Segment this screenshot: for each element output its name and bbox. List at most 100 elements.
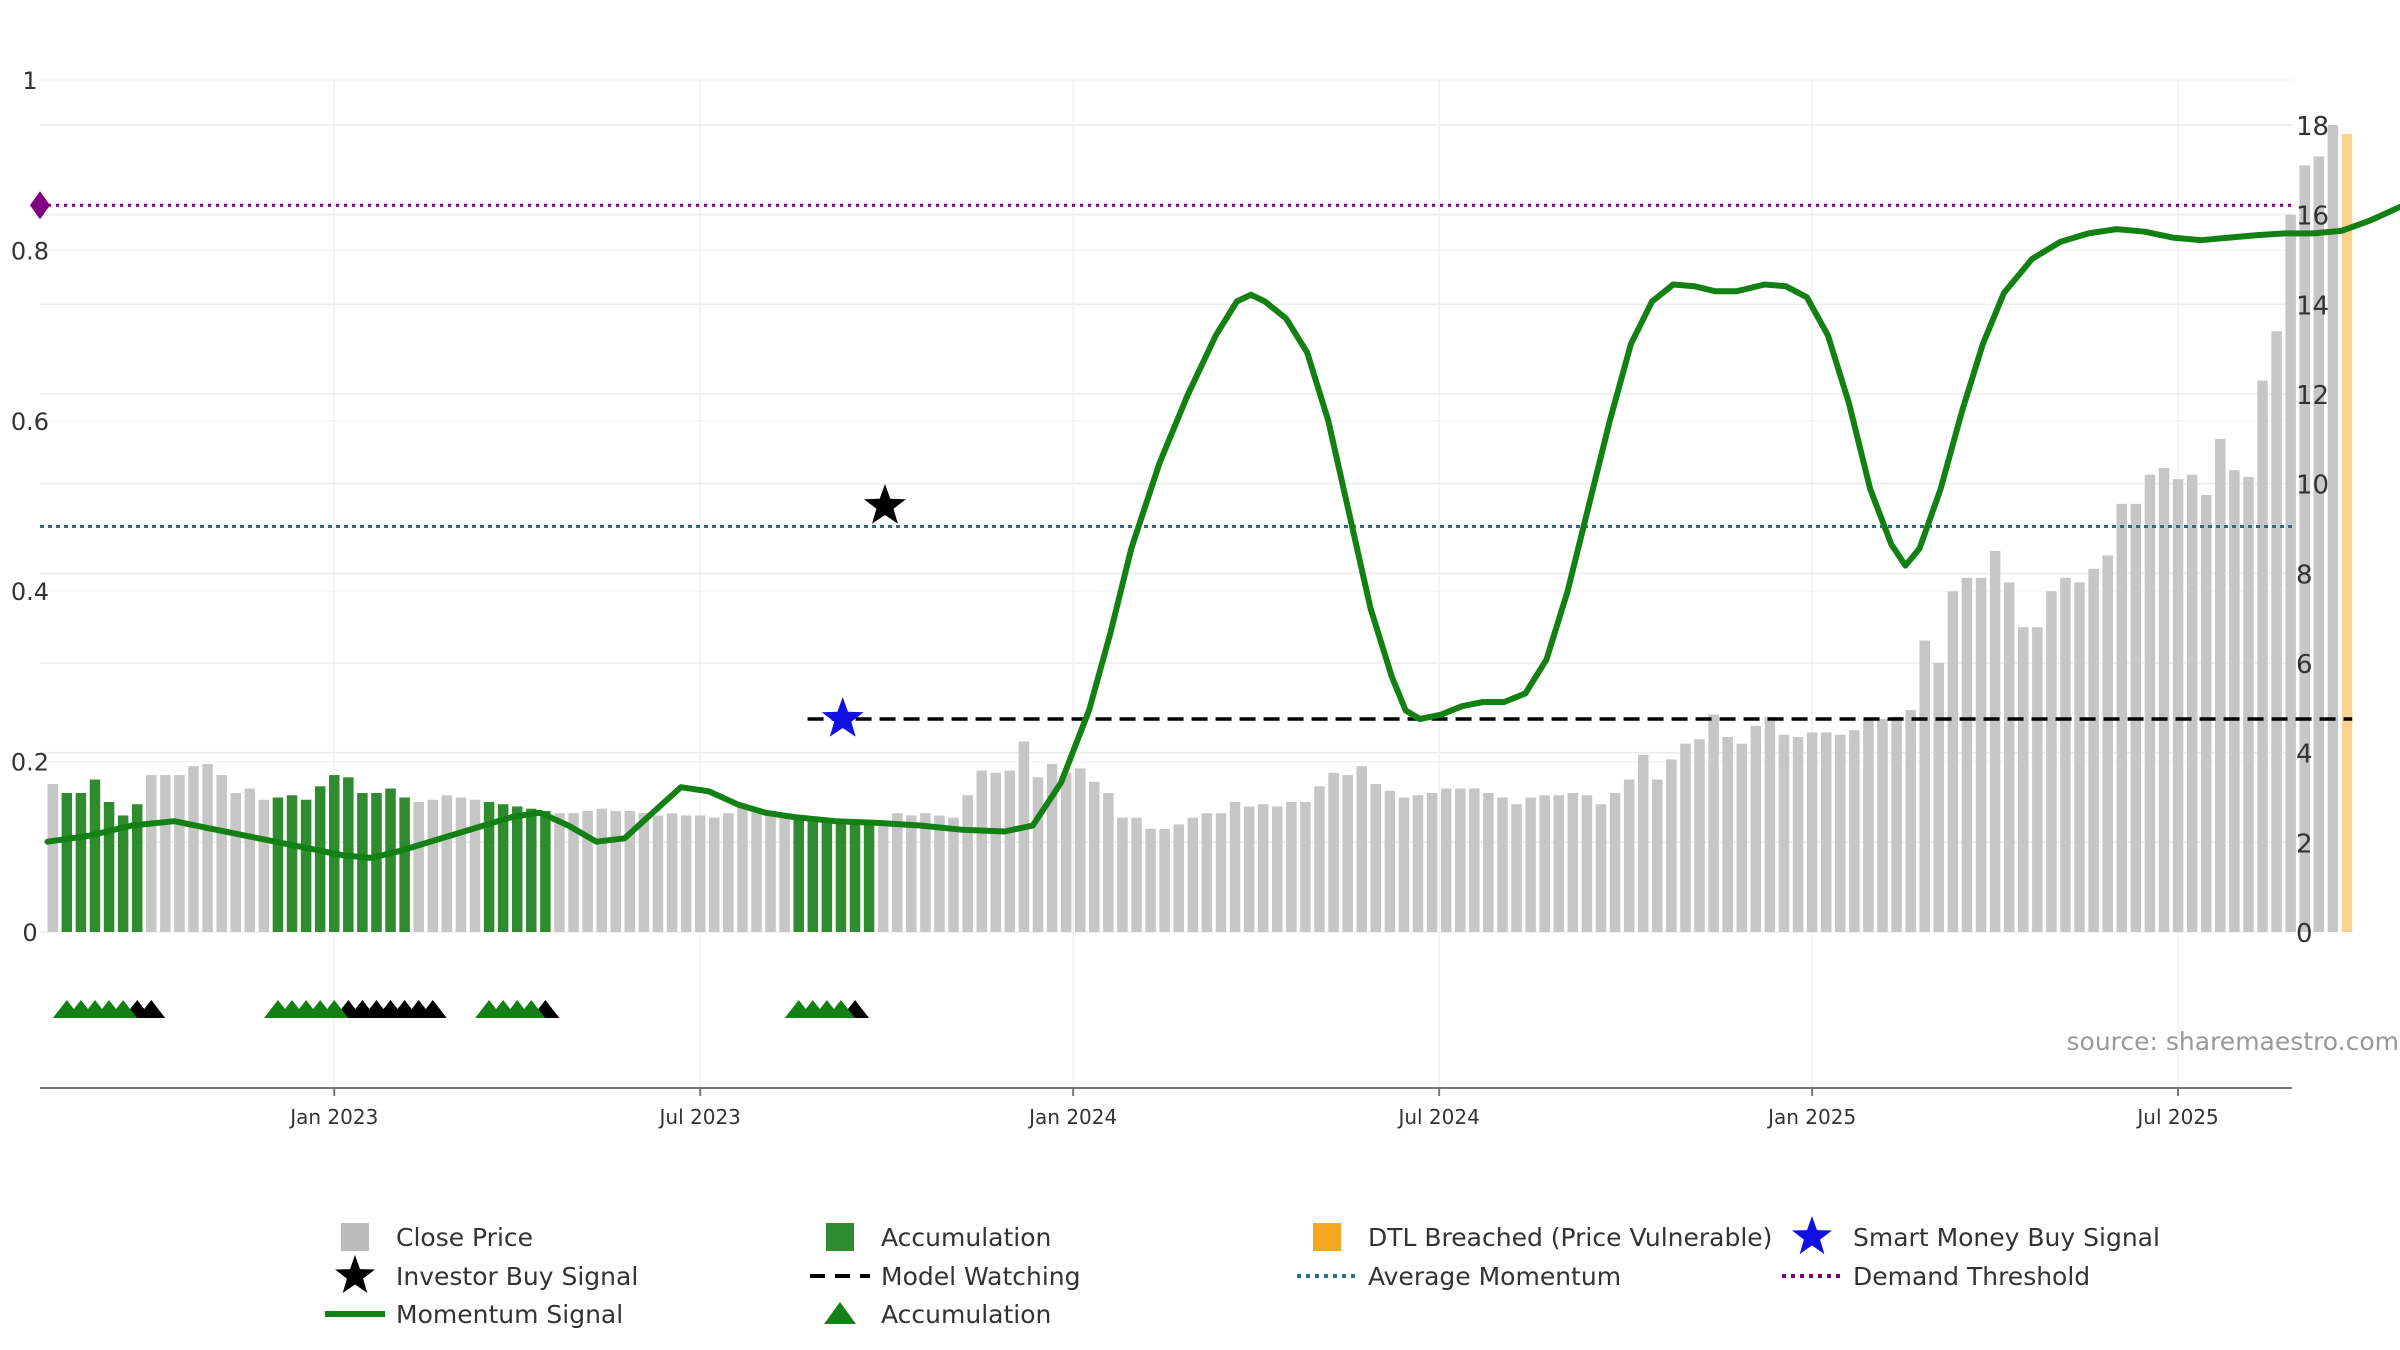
x-tick-label-3: Jul 2024: [1396, 1105, 1479, 1129]
price-bar-36: [554, 813, 565, 932]
x-tick-label-2: Jan 2024: [1027, 1105, 1117, 1129]
accumulation-bar-3: [89, 779, 101, 932]
price-bar-128: [1849, 730, 1860, 932]
price-bar-11: [202, 763, 213, 932]
price-bar-75: [1103, 793, 1114, 932]
price-bar-46: [694, 815, 706, 932]
price-bar-81: [1187, 817, 1199, 932]
price-bar-80: [1173, 824, 1184, 932]
right-axis-tick-6: 12: [2296, 381, 2329, 411]
legend-symbol-0: [341, 1223, 369, 1251]
price-bar-28: [441, 795, 453, 932]
price-bar-65: [962, 795, 973, 932]
legend-label-6: Average Momentum: [1368, 1262, 1621, 1291]
price-bar-9: [174, 775, 185, 932]
price-bar-132: [1905, 710, 1916, 932]
price-bar-10: [188, 766, 199, 932]
legend-label-7: Demand Threshold: [1853, 1262, 2090, 1291]
legend-symbol-1: [826, 1223, 854, 1251]
price-bar-110: [1595, 804, 1607, 932]
price-bar-152: [2186, 474, 2198, 932]
accumulation-bar-33: [511, 806, 523, 932]
price-bar-92: [1342, 775, 1353, 932]
source-label: source: sharemaestro.com: [2067, 1027, 2400, 1056]
price-bar-87: [1272, 806, 1283, 932]
price-bar-15: [258, 799, 270, 932]
price-bar-158: [2271, 331, 2282, 932]
price-bar-45: [680, 815, 692, 932]
price-bar-7: [146, 775, 157, 932]
price-bar-0: [47, 784, 58, 932]
left-axis-tick-4: 0.8: [11, 237, 49, 265]
price-bar-105: [1525, 797, 1536, 932]
price-bar-69: [1018, 741, 1030, 932]
accumulation-bar-18: [300, 799, 312, 932]
price-bar-146: [2102, 555, 2113, 932]
x-tick-label-4: Jan 2025: [1766, 1105, 1856, 1129]
accumulation-bar-6: [131, 804, 143, 932]
price-bar-157: [2257, 380, 2268, 932]
accumulation-bar-54: [807, 819, 819, 932]
price-bar-30: [469, 799, 481, 932]
price-bar-27: [427, 799, 439, 932]
price-bar-50: [751, 810, 762, 932]
left-axis-tick-3: 0.6: [11, 408, 49, 436]
price-bar-13: [230, 793, 241, 932]
left-axis-tick-0: 0: [22, 919, 37, 947]
price-bar-111: [1609, 793, 1621, 932]
investor-buy-signal-star: [864, 484, 906, 524]
price-bar-140: [2018, 627, 2029, 932]
price-bar-85: [1243, 806, 1255, 932]
price-bar-64: [948, 817, 959, 932]
accumulation-bar-57: [849, 824, 861, 932]
legend-item-6: Average Momentum: [1297, 1262, 1621, 1291]
demand-threshold-marker: [30, 191, 50, 220]
legend-label-2: DTL Breached (Price Vulnerable): [1368, 1223, 1772, 1252]
price-bar-38: [582, 810, 593, 932]
accumulation-bar-58: [863, 822, 875, 932]
price-bar-48: [723, 813, 734, 932]
price-bar-139: [2003, 582, 2015, 932]
price-bar-86: [1257, 804, 1269, 932]
price-bar-151: [2172, 479, 2184, 932]
price-bar-93: [1356, 766, 1367, 932]
price-bar-68: [1004, 770, 1016, 932]
axes: Jan 2023 Jul 2023 Jan 2024 Jul 2024 Jan 2025…: [11, 67, 2329, 1129]
price-bar-120: [1736, 743, 1747, 932]
accumulation-bar-34: [526, 808, 537, 932]
price-bar-127: [1835, 734, 1846, 932]
accumulation-bar-2: [75, 793, 87, 932]
price-bar-160: [2299, 165, 2310, 933]
left-axis-tick-5: 1: [22, 67, 37, 95]
signal-markers: [821, 484, 906, 737]
x-tick-label-1: Jul 2023: [658, 1105, 741, 1129]
price-bar-104: [1511, 804, 1522, 932]
legend-label-8: Momentum Signal: [396, 1300, 623, 1329]
price-bar-47: [709, 817, 720, 932]
price-bar-107: [1553, 795, 1565, 932]
price-bar-156: [2243, 476, 2254, 932]
smart-money-buy-signal-star: [821, 697, 864, 737]
price-bar-66: [976, 770, 987, 932]
price-bar-39: [596, 808, 607, 932]
price-bar-70: [1032, 777, 1044, 932]
price-bar-84: [1229, 801, 1241, 932]
price-bar-83: [1215, 813, 1227, 932]
price-bar-124: [1792, 736, 1804, 932]
price-bar-133: [1919, 640, 1930, 932]
price-bar-138: [1989, 550, 2001, 932]
price-bar-149: [2144, 474, 2156, 932]
accumulation-bar-24: [385, 788, 396, 932]
right-axis-tick-1: 2: [2296, 829, 2313, 859]
price-bar-159: [2285, 214, 2296, 932]
price-bar-109: [1581, 795, 1593, 932]
price-bar-141: [2032, 627, 2043, 932]
accumulation-triangle-green-34: [517, 1000, 546, 1018]
price-bar-144: [2074, 582, 2085, 932]
price-bar-161: [2313, 156, 2325, 933]
right-axis-tick-7: 14: [2296, 291, 2329, 321]
price-bar-154: [2215, 438, 2226, 932]
price-bar-96: [1398, 797, 1410, 932]
price-bar-52: [779, 815, 790, 932]
price-bar-147: [2116, 503, 2128, 932]
